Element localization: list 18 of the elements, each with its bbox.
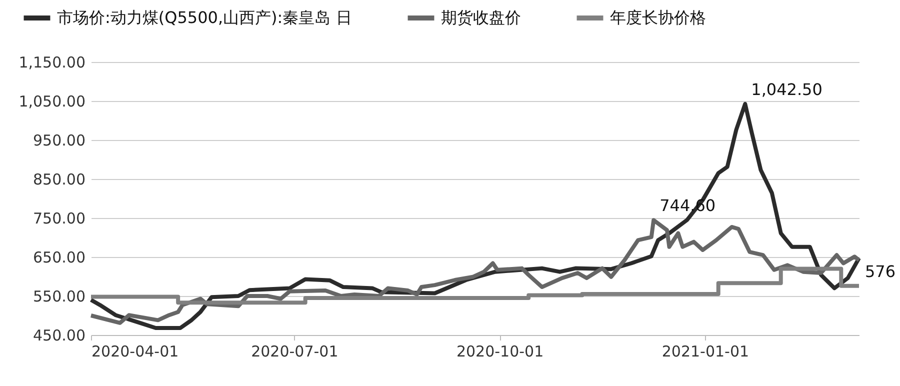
- x-tick-label: 2020-07-01: [251, 342, 338, 360]
- y-tick-label: 650.00: [33, 248, 86, 266]
- y-tick-label: 450.00: [33, 326, 86, 344]
- x-tick-label: 2020-04-01: [92, 342, 179, 360]
- y-tick-label: 850.00: [33, 170, 86, 188]
- x-tick-label: 2020-10-01: [456, 342, 544, 360]
- annotation: 576: [865, 262, 896, 281]
- x-tick-label: 2021-01-01: [662, 342, 750, 360]
- annotation: 1,042.50: [751, 80, 822, 99]
- legend-label: 年度长协价格: [610, 8, 706, 27]
- y-tick-label: 550.00: [33, 288, 86, 306]
- y-tick-label: 1,150.00: [18, 54, 86, 72]
- y-tick-label: 750.00: [33, 210, 86, 228]
- y-tick-label: 950.00: [33, 132, 86, 150]
- legend-label: 期货收盘价: [441, 8, 521, 27]
- legend-label: 市场价:动力煤(Q5500,山西产):秦皇岛 日: [57, 8, 352, 27]
- line-series: [89, 218, 861, 325]
- y-tick-label: 1,050.00: [18, 92, 86, 110]
